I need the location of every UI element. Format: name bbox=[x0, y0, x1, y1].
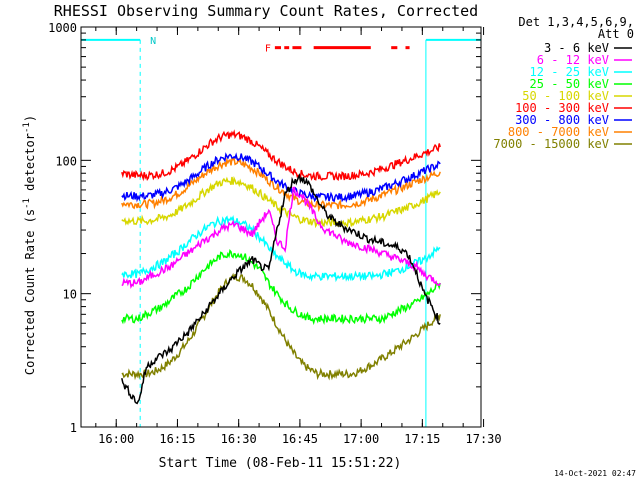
legend-label: 25 - 50 keV bbox=[530, 77, 609, 91]
y-tick-label: 1 bbox=[70, 421, 77, 435]
y-tick-label: 1000 bbox=[48, 21, 77, 35]
night-label: N bbox=[150, 36, 156, 47]
legend-label: 800 - 7000 keV bbox=[508, 125, 609, 139]
flare-label: F bbox=[265, 44, 271, 55]
x-tick-label: 16:15 bbox=[159, 432, 195, 446]
x-tick-label: 17:00 bbox=[343, 432, 379, 446]
y-label-part-2: detector bbox=[23, 133, 37, 198]
legend-header-attenuator: Att 0 bbox=[598, 27, 634, 41]
chart-title: RHESSI Observing Summary Count Rates, Co… bbox=[54, 2, 478, 20]
y-tick-label: 100 bbox=[55, 154, 77, 168]
y-label-part-3: ) bbox=[23, 115, 37, 122]
x-tick-label: 17:15 bbox=[404, 432, 440, 446]
plot-frame bbox=[80, 26, 482, 428]
series-line-12-25-keV bbox=[121, 215, 441, 283]
legend-label: 12 - 25 keV bbox=[530, 65, 609, 79]
x-tick-label: 17:30 bbox=[466, 432, 502, 446]
series-line-100-300-keV bbox=[121, 129, 441, 182]
legend-header-detectors: Det 1,3,4,5,6,9, bbox=[518, 15, 634, 29]
series-line-300-800-keV bbox=[121, 152, 441, 204]
series-line-6-12-keV bbox=[121, 186, 441, 290]
legend-label: 6 - 12 keV bbox=[537, 53, 609, 67]
y-label-sup-1: -1 bbox=[22, 198, 32, 209]
legend-label: 100 - 300 keV bbox=[515, 101, 609, 115]
plot-area: NF bbox=[80, 36, 482, 427]
x-tick-label: 16:45 bbox=[282, 432, 318, 446]
y-tick-label: 10 bbox=[63, 288, 77, 302]
series-line-50-100-keV bbox=[121, 175, 441, 229]
legend-label: 3 - 6 keV bbox=[544, 41, 609, 55]
y-label-part-1: Corrected Count Rate (s bbox=[23, 209, 37, 375]
generation-timestamp: 14-Oct-2021 02:47 bbox=[554, 469, 636, 478]
legend-label: 7000 - 15000 keV bbox=[493, 137, 609, 151]
series-line-7000-15000-keV bbox=[121, 272, 441, 381]
x-axis-label: Start Time (08-Feb-11 15:51:22) bbox=[159, 456, 402, 471]
series-line-3-6-keV bbox=[121, 172, 441, 405]
x-tick-label: 16:00 bbox=[98, 432, 134, 446]
axes: 16:00 16:15 16:30 16:45 17:00 17:15 17:30 1 10 10… bbox=[48, 21, 502, 446]
series-line-800-7000-keV bbox=[121, 156, 441, 213]
series-line-25-50-keV bbox=[121, 248, 441, 326]
legend-label: 300 - 800 keV bbox=[515, 113, 609, 127]
y-label-sup-2: -1 bbox=[22, 122, 32, 133]
x-tick-label: 16:30 bbox=[221, 432, 257, 446]
y-axis-label: Corrected Count Rate (s-1 detector-1) bbox=[22, 115, 37, 375]
legend-label: 50 - 100 keV bbox=[522, 89, 609, 103]
